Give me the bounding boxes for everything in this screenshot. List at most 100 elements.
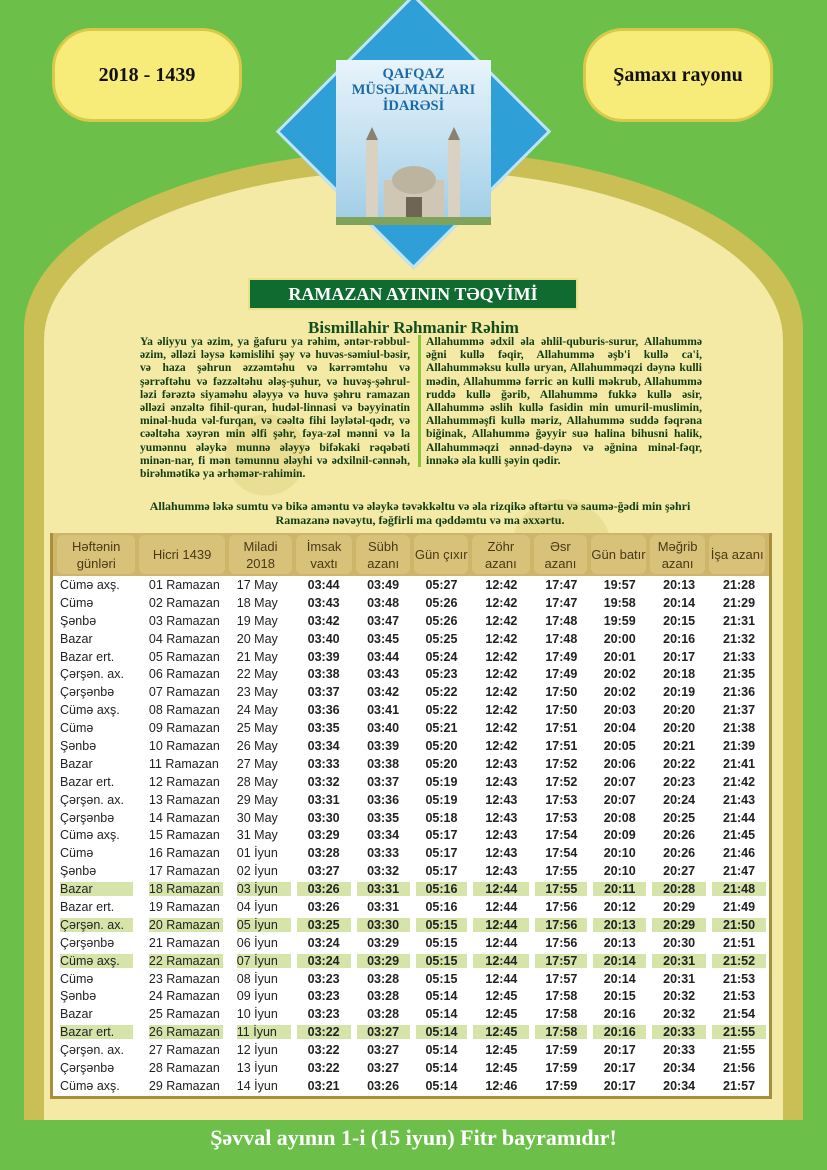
table-cell: 21:38 bbox=[709, 721, 769, 735]
table-cell: Cümə axş. bbox=[53, 1079, 136, 1093]
cell-value: 20:20 bbox=[663, 721, 696, 736]
cell-value: 21:48 bbox=[712, 882, 766, 897]
table-cell: 16 Ramazan bbox=[136, 846, 226, 860]
cell-value: 02 Ramazan bbox=[148, 595, 220, 610]
cell-value: 03:27 bbox=[367, 1043, 400, 1058]
cell-value: 12:43 bbox=[485, 864, 518, 879]
cell-value: 29 May bbox=[236, 792, 278, 807]
table-cell: 03:48 bbox=[354, 596, 413, 610]
table-cell: 20:17 bbox=[649, 650, 709, 664]
table-cell: 03:37 bbox=[294, 685, 354, 699]
table-cell: 26 Ramazan bbox=[136, 1025, 226, 1040]
table-row: Bazar 11 Ramazan 27 May 03:33 03:38 05:20 12:4… bbox=[53, 755, 769, 773]
cell-value: 25 Ramazan bbox=[148, 1007, 220, 1022]
table-cell: 26 May bbox=[226, 739, 294, 753]
cell-value: 17 May bbox=[236, 577, 278, 592]
table-cell: 03:35 bbox=[354, 811, 413, 825]
cell-value: 05:22 bbox=[425, 685, 458, 700]
table-cell: 12:45 bbox=[470, 1025, 532, 1040]
table-cell: 12:42 bbox=[470, 614, 532, 628]
cell-value: 12:44 bbox=[485, 935, 518, 950]
table-cell: 24 May bbox=[226, 703, 294, 717]
table-cell: 05:23 bbox=[413, 667, 471, 681]
table-cell: 24 Ramazan bbox=[136, 989, 226, 1003]
table-cell: 02 Ramazan bbox=[136, 596, 226, 610]
cell-value: Bazar bbox=[60, 756, 93, 771]
cell-value: 17:59 bbox=[545, 1060, 578, 1075]
org-name-line: MÜSƏLMANLARI bbox=[351, 82, 476, 98]
cell-value: 20:15 bbox=[603, 989, 636, 1004]
table-cell: 17:58 bbox=[532, 1025, 590, 1040]
table-cell: 19 May bbox=[226, 614, 294, 628]
column-header: Hicri 1439 bbox=[139, 535, 225, 574]
region-badge: Şamaxı rayonu bbox=[583, 28, 773, 122]
logo: QAFQAZ MÜSƏLMANLARI İDARƏSİ bbox=[336, 60, 491, 225]
cell-value: 03:26 bbox=[307, 899, 340, 914]
cell-value: 20:07 bbox=[603, 792, 636, 807]
table-cell: 10 Ramazan bbox=[136, 739, 226, 753]
cell-value: 12:44 bbox=[485, 971, 518, 986]
table-row: Çərşən. ax. 13 Ramazan 29 May 03:31 03:36 05:… bbox=[53, 791, 769, 809]
cell-value: 21:50 bbox=[712, 917, 766, 932]
cell-value: 20:14 bbox=[603, 971, 636, 986]
cell-value: 06 Ramazan bbox=[148, 667, 220, 682]
table-cell: 03:31 bbox=[294, 793, 354, 807]
cell-value: 17:51 bbox=[545, 721, 578, 736]
cell-value: 21 May bbox=[236, 649, 278, 664]
table-cell: 20:29 bbox=[649, 900, 709, 914]
cell-value: 21:51 bbox=[723, 935, 756, 950]
cell-value: 24 May bbox=[236, 703, 278, 718]
cell-value: 01 Ramazan bbox=[148, 577, 220, 592]
table-cell: Cümə bbox=[53, 846, 136, 860]
table-cell: 20:25 bbox=[649, 811, 709, 825]
table-cell: 12:44 bbox=[470, 900, 532, 914]
table-cell: 20:33 bbox=[649, 1043, 709, 1057]
cell-value: Şənbə bbox=[60, 613, 97, 628]
cell-value: 03:32 bbox=[367, 864, 400, 879]
cell-value: 12:44 bbox=[485, 899, 518, 914]
table-cell: 05:19 bbox=[413, 775, 471, 789]
table-cell: 12:45 bbox=[470, 989, 532, 1003]
table-cell: 05:20 bbox=[413, 757, 471, 771]
table-cell: Bazar ert. bbox=[53, 1025, 136, 1040]
cell-value: 08 Ramazan bbox=[148, 703, 220, 718]
table-cell: 20:30 bbox=[649, 936, 709, 950]
org-name-line: QAFQAZ bbox=[382, 66, 445, 82]
cell-value: 03:24 bbox=[307, 935, 340, 950]
table-cell: 03:22 bbox=[294, 1043, 354, 1057]
cell-value: 25 May bbox=[236, 721, 278, 736]
table-cell: 21:54 bbox=[709, 1007, 769, 1021]
table-cell: 20:17 bbox=[590, 1079, 649, 1093]
table-cell: 17:53 bbox=[532, 811, 590, 825]
cell-value: Çərşən. ax. bbox=[60, 1043, 124, 1058]
table-cell: 05:14 bbox=[413, 989, 471, 1003]
table-cell: 05:14 bbox=[413, 1025, 471, 1040]
table-cell: 20:17 bbox=[590, 1043, 649, 1057]
cell-value: 13 İyun bbox=[236, 1060, 278, 1075]
table-cell: 05:17 bbox=[413, 846, 471, 860]
cell-value: Şənbə bbox=[60, 989, 97, 1004]
table-cell: 12:42 bbox=[470, 739, 532, 753]
cell-value: 03:37 bbox=[307, 685, 340, 700]
cell-value: 11 Ramazan bbox=[148, 756, 219, 771]
cell-value: 02 İyun bbox=[236, 864, 278, 879]
cell-value: 05:25 bbox=[425, 631, 458, 646]
cell-value: 12:42 bbox=[485, 595, 518, 610]
table-cell: 20:08 bbox=[590, 811, 649, 825]
cell-value: 15 Ramazan bbox=[148, 828, 220, 843]
table-cell: 03:40 bbox=[294, 632, 354, 646]
table-cell: 12:44 bbox=[470, 882, 532, 897]
cell-value: 20:26 bbox=[663, 846, 696, 861]
cell-value: 21 Ramazan bbox=[148, 935, 220, 950]
cell-value: 20:03 bbox=[603, 703, 636, 718]
cell-value: 21:46 bbox=[723, 846, 756, 861]
cell-value: 17:51 bbox=[545, 738, 578, 753]
table-cell: 17:50 bbox=[532, 703, 590, 717]
cell-value: 03:31 bbox=[307, 792, 340, 807]
table-cell: 03:24 bbox=[294, 953, 354, 968]
cell-value: 20:31 bbox=[652, 953, 707, 968]
cell-value: 05:15 bbox=[415, 953, 468, 968]
table-cell: 03:28 bbox=[354, 972, 413, 986]
cell-value: Çərşən. ax. bbox=[60, 667, 124, 682]
table-cell: 17:53 bbox=[532, 793, 590, 807]
